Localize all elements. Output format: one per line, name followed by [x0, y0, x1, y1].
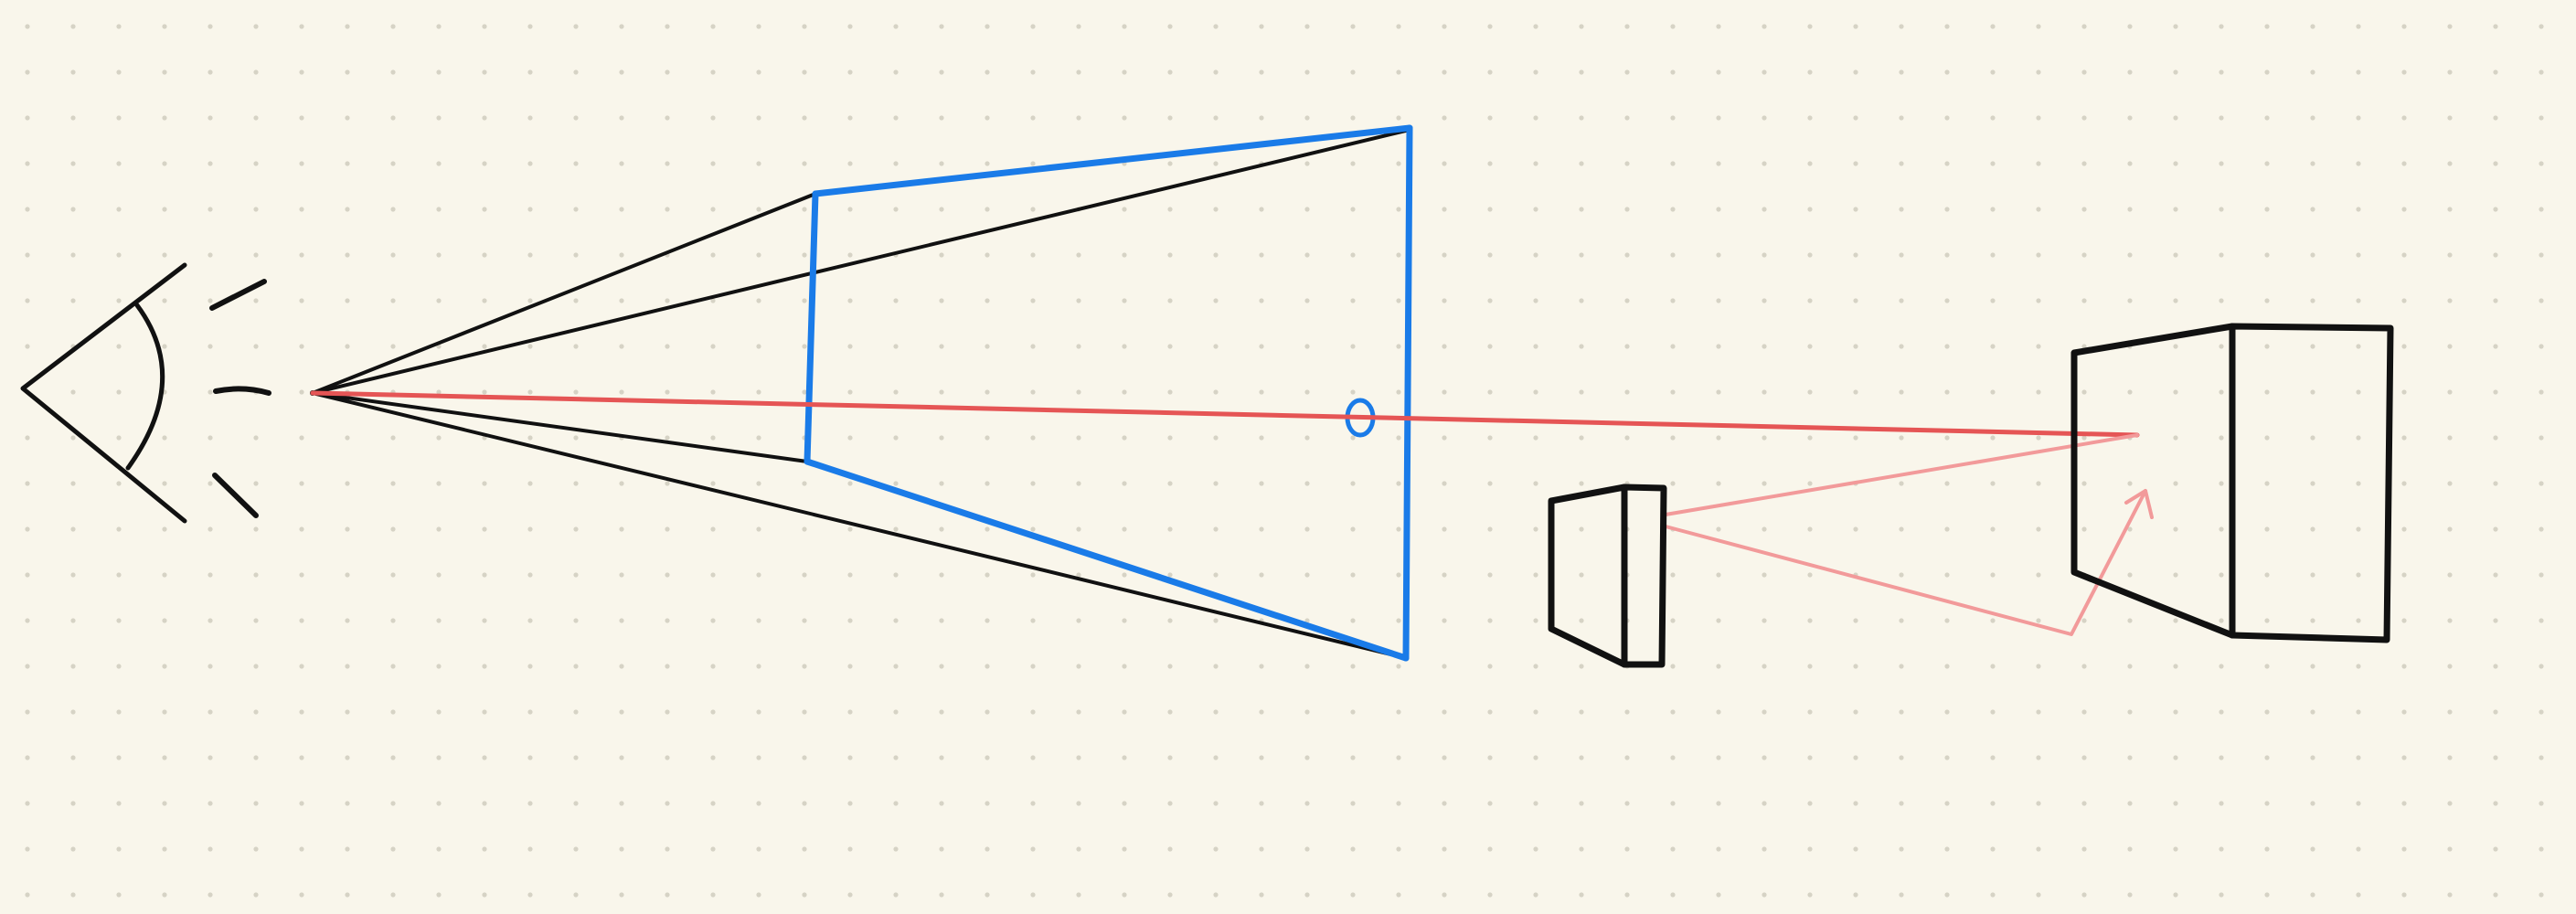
- frustum-bottom-edge: [804, 458, 1410, 662]
- frustum-edge-far-top: [311, 128, 1411, 395]
- view-ray: [310, 390, 2140, 438]
- eye-iris: [125, 303, 165, 471]
- pink-ray-upper: [1664, 433, 2139, 516]
- frustum-top-edge: [812, 124, 1413, 197]
- sight-tick-bottom: [212, 473, 259, 518]
- far-plane: [1402, 124, 1413, 662]
- frustum-edge-near-top: [311, 192, 817, 395]
- frustum-edges: [311, 128, 1411, 660]
- frustum: [804, 124, 1413, 662]
- sight-tick-middle: [213, 386, 271, 396]
- frustum-edge-near-bottom: [311, 391, 809, 463]
- near-plane: [804, 190, 819, 465]
- eye-outline: [20, 262, 187, 524]
- frustum-edge-far-bottom: [311, 391, 1408, 660]
- reflected-ray: [1664, 433, 2154, 636]
- large-box-front-face: [2229, 323, 2394, 643]
- pink-arrowhead: [2124, 489, 2154, 519]
- small-box: [1548, 484, 1667, 668]
- large-box: [2070, 323, 2394, 643]
- sight-tick-top: [209, 279, 267, 311]
- sight-ticks: [209, 279, 271, 518]
- small-box-front-face: [1621, 484, 1667, 668]
- pink-ray-lower: [1664, 489, 2147, 636]
- eye-icon: [20, 262, 187, 524]
